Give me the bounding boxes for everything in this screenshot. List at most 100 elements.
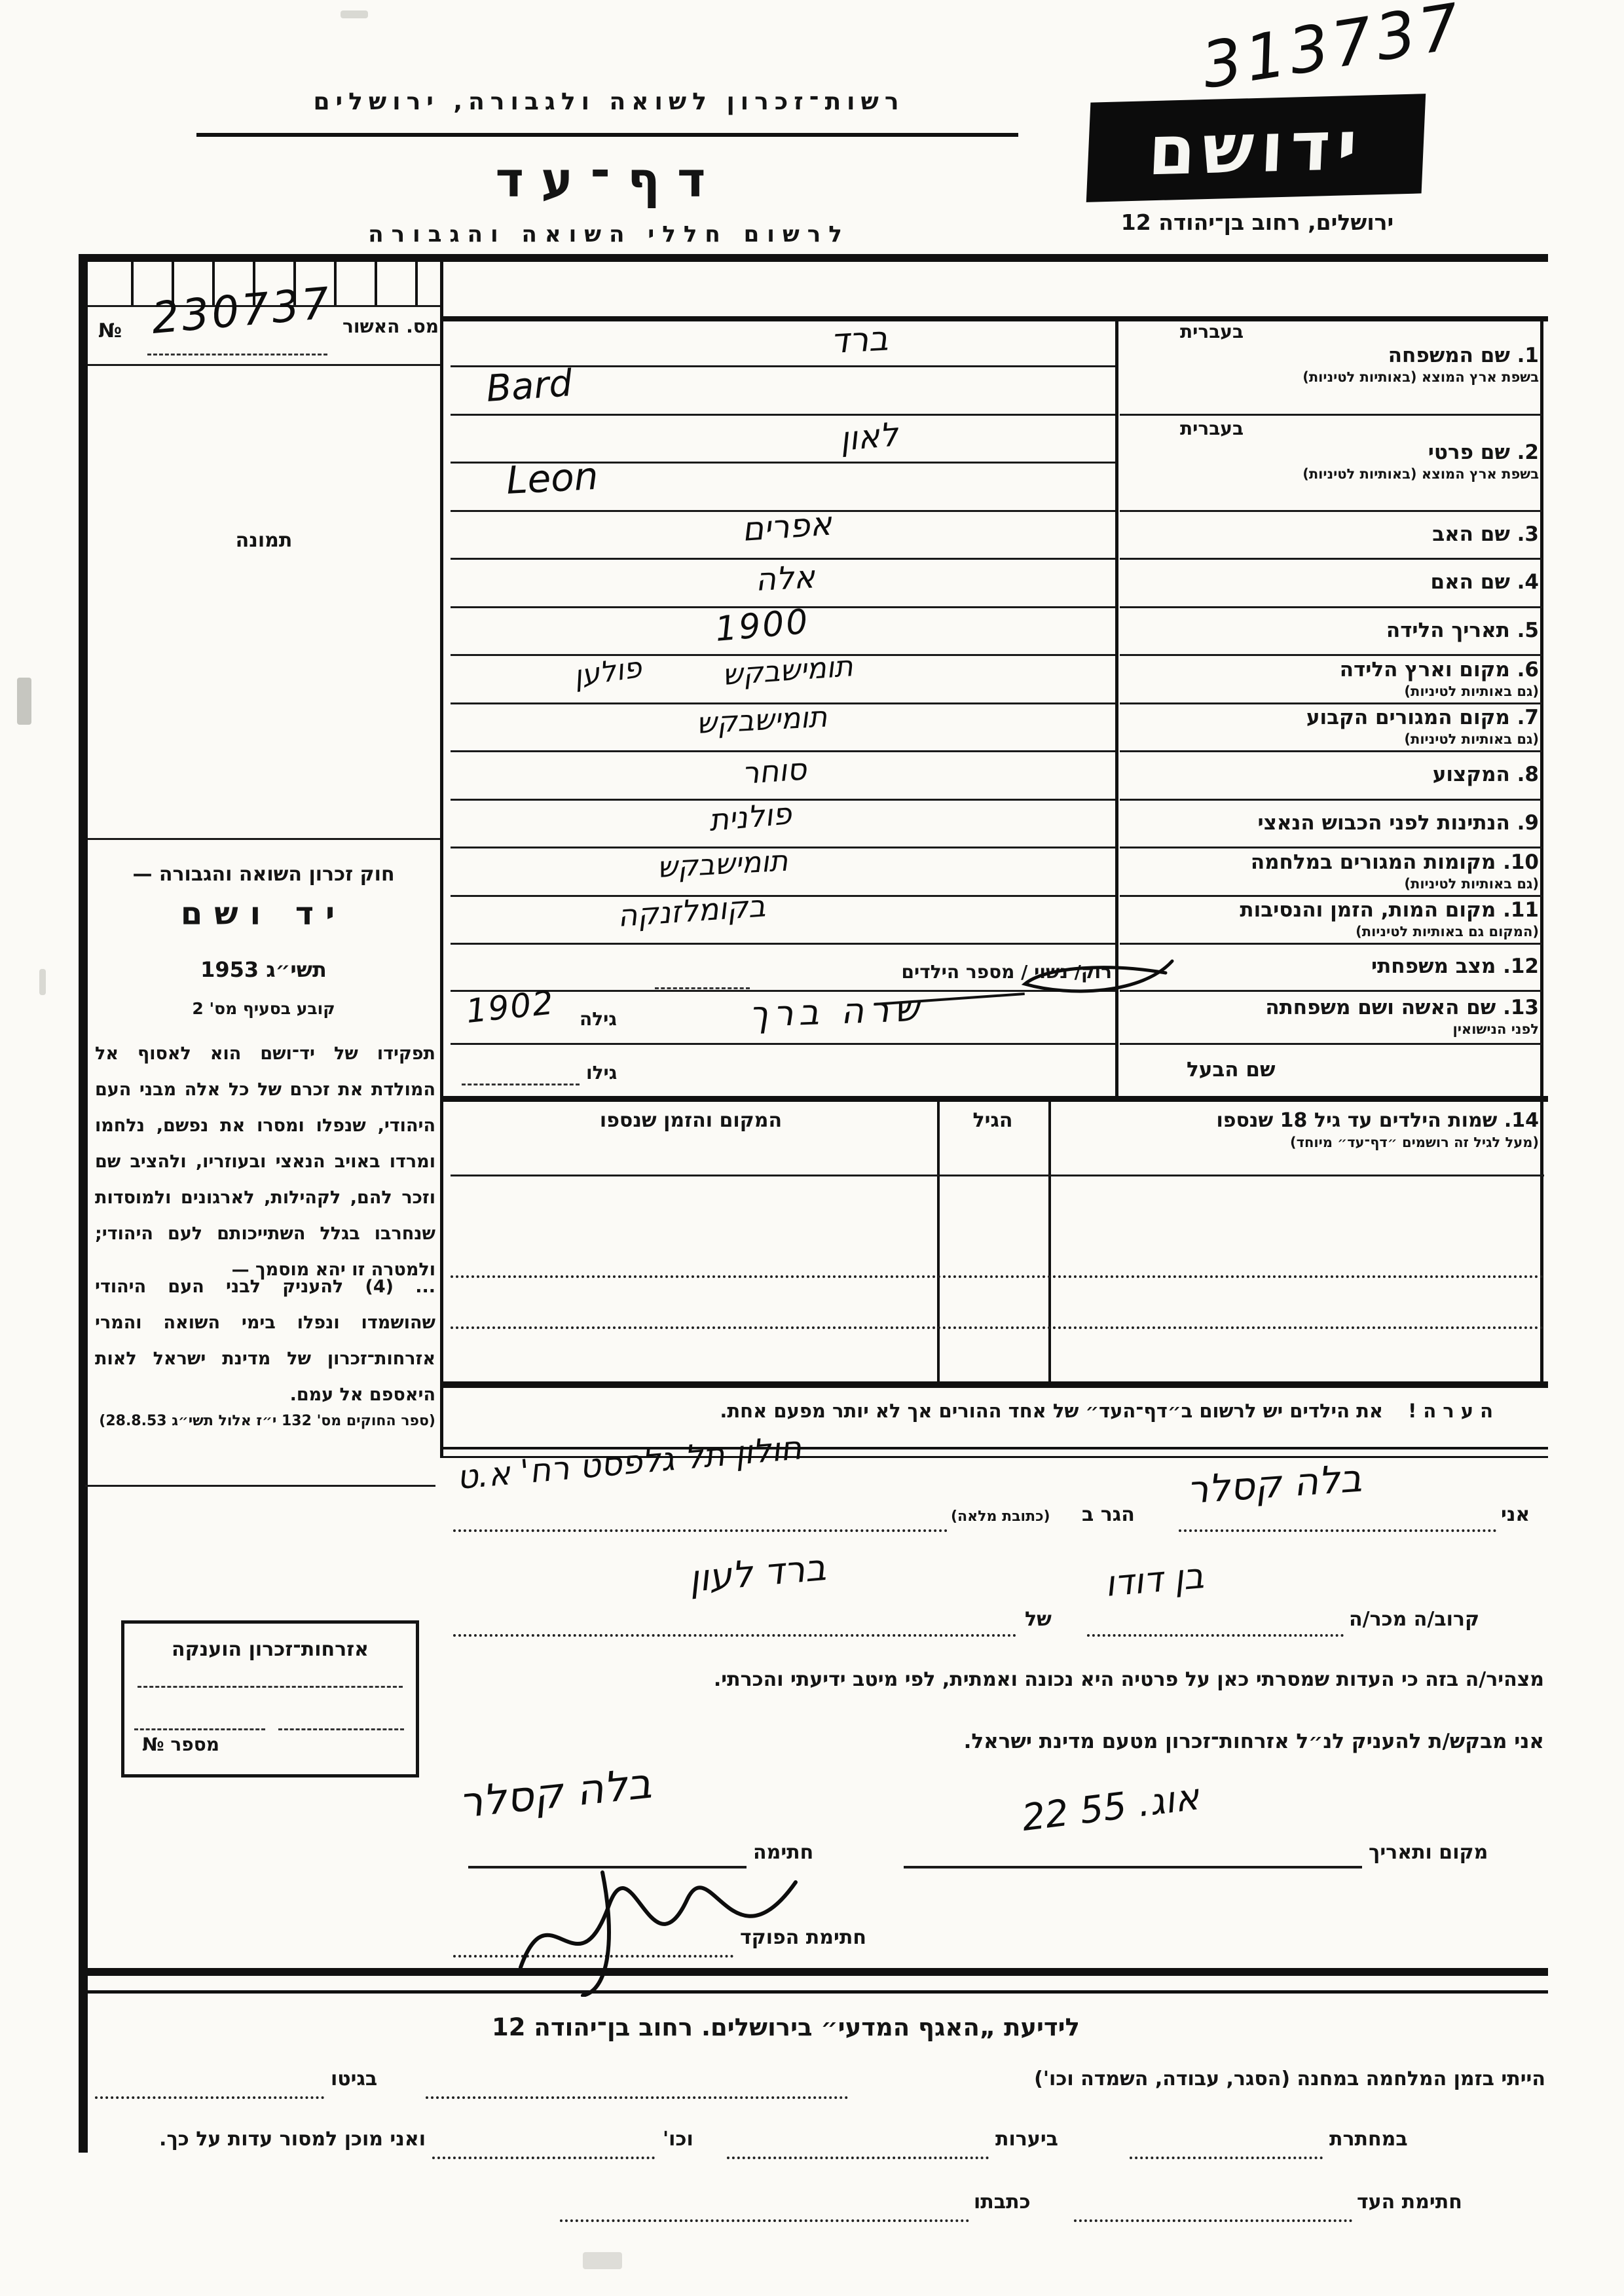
label-sep bbox=[1120, 510, 1542, 512]
entry-line-1-lat bbox=[451, 414, 1115, 416]
etc-label: וכו' bbox=[663, 2128, 693, 2151]
label-sep bbox=[1120, 799, 1542, 801]
law-year: תשי״ג 1953 bbox=[200, 957, 327, 982]
field-1-title: 1. שם המשפחה bbox=[1388, 344, 1539, 367]
field-label-2: בעברית 2. שם פרטי בשפת ארץ המוצא (באותיו… bbox=[1121, 418, 1539, 483]
husband-age-label: גילו bbox=[586, 1062, 618, 1084]
field-label-12: 12. מצב משפחתי bbox=[1121, 944, 1539, 989]
law-yad-vashem: יד ושם bbox=[180, 896, 347, 932]
entry-line-4 bbox=[451, 606, 1115, 608]
hw-surname-lat: Bard bbox=[485, 361, 574, 410]
field-label-6: 6. מקום וארץ הלידה (גם באותיות לטיניות) bbox=[1121, 655, 1539, 701]
bottom-section-rule-a bbox=[79, 1968, 1548, 1976]
entry-line-11 bbox=[451, 943, 1115, 945]
double-line-b bbox=[440, 1456, 1548, 1458]
signature-label: חתימה bbox=[753, 1841, 814, 1864]
field-5-title: 5. תאריך הלידה bbox=[1386, 618, 1539, 642]
field-label-1: בעברית 1. שם המשפחה בשפת ארץ המוצא (באות… bbox=[1121, 321, 1539, 386]
field-10-sub: (גם באותיות לטיניות) bbox=[1404, 875, 1539, 892]
field-13-sub: לפני הנישואין bbox=[1452, 1021, 1539, 1037]
bottom-title: לידיעת „האגף המדעי״ בירושלים. רחוב בן־יה… bbox=[492, 2013, 1080, 2041]
entry-line-2-heb bbox=[451, 462, 1115, 464]
entry-line-7 bbox=[451, 750, 1115, 752]
law-clause: קובע בסעיף מס' 2 bbox=[192, 999, 335, 1018]
hw-father-name: אפרים bbox=[740, 504, 833, 549]
label-sep bbox=[1120, 414, 1542, 416]
forests-blank bbox=[727, 2157, 989, 2159]
field-12-title: 12. מצב משפחתי bbox=[1371, 955, 1539, 978]
cert-row-line bbox=[88, 364, 440, 366]
law-paragraph-2: ... (4) להעניק לבני העם היהודי שהושמדו ו… bbox=[95, 1277, 436, 1405]
field-2-title: 2. שם פרטי bbox=[1428, 441, 1539, 464]
field-label-10: 10. מקומות המגורים במלחמה (גם באותיות לט… bbox=[1121, 848, 1539, 894]
relative-line bbox=[1087, 1634, 1344, 1637]
field-1-language: בעברית bbox=[1180, 321, 1244, 342]
children-row-line-1 bbox=[451, 1175, 1544, 1176]
witness-address-blank bbox=[560, 2219, 969, 2222]
entry-line-9 bbox=[451, 847, 1115, 848]
place-date-line bbox=[904, 1866, 1362, 1868]
children-table-top bbox=[440, 1096, 1548, 1102]
left-border bbox=[79, 254, 88, 2153]
clerk-signature-line bbox=[453, 1955, 733, 1958]
label-sep bbox=[1120, 943, 1542, 945]
signature-line bbox=[468, 1866, 747, 1868]
field-7-title: 7. מקום המגורים הקבוע bbox=[1306, 706, 1539, 729]
citizenship-box-title: אזרחות־זכרון הוענקה bbox=[171, 1638, 369, 1661]
label-sep bbox=[1120, 702, 1542, 704]
law-paragraph-1: תפקידו של יד־ושם הוא לאסוף אל המולדת את … bbox=[95, 1044, 435, 1280]
ghetto-blank bbox=[95, 2096, 324, 2099]
witness-address-label: כתבתו bbox=[974, 2191, 1031, 2214]
relative-label: קרוב/ה מכר/ה bbox=[1349, 1608, 1480, 1631]
scan-smudge bbox=[39, 969, 46, 995]
form-subtitle: לרשום חללי השואה והגבורה bbox=[368, 221, 850, 247]
hw-declarant-address: חולון תל גלפסט רח' א.ט bbox=[454, 1429, 803, 1497]
of-line bbox=[453, 1634, 1016, 1637]
field-14-title: 14. שמות הילדים עד גיל 18 שנספו bbox=[1216, 1109, 1539, 1132]
sidebar-separator bbox=[440, 261, 443, 1457]
ready-to-testify: ואני מוכן למסור עדות על כך. bbox=[159, 2128, 426, 2151]
field-1-sub: בשפת ארץ המוצא (באותיות לטיניות) bbox=[1302, 369, 1539, 385]
underground-blank bbox=[1130, 2157, 1323, 2159]
children-table-bottom bbox=[440, 1381, 1548, 1388]
strip-tick bbox=[253, 259, 255, 305]
entry-line-6 bbox=[451, 702, 1115, 704]
hw-of-value: ברד לעון bbox=[687, 1546, 828, 1601]
header-rule bbox=[196, 133, 1018, 137]
entry-line-10 bbox=[451, 895, 1115, 897]
hw-citizenship: פולנית bbox=[707, 795, 793, 838]
bottom-section-rule-b bbox=[79, 1990, 1548, 1994]
witness-signature-label: חתימת העד bbox=[1357, 2191, 1462, 2214]
strip-tick bbox=[172, 259, 174, 305]
label-sep bbox=[1120, 750, 1542, 752]
field-6-sub: (גם באותיות לטיניות) bbox=[1404, 683, 1539, 699]
double-line-a bbox=[440, 1447, 1548, 1449]
hw-declarant-name: בלה קסלר bbox=[1185, 1455, 1363, 1512]
field-label-9: 9. הנתינות לפני הכבוש הנאצי bbox=[1121, 800, 1539, 845]
entry-line-1-heb bbox=[451, 365, 1115, 367]
entry-line-13 bbox=[451, 1043, 1115, 1045]
strip-line bbox=[88, 305, 440, 307]
witness-signature-blank bbox=[1074, 2219, 1352, 2222]
note-label: הערה! bbox=[1408, 1400, 1500, 1422]
hw-profession: סוחר bbox=[741, 751, 808, 791]
strip-tick bbox=[334, 259, 337, 305]
hw-witness-signature: בלה קסלר bbox=[456, 1759, 654, 1828]
law-source: (ספר החוקים מס' 132 י״ז אלול תשי״ג 28.8.… bbox=[99, 1413, 435, 1429]
forests-label: ביערות bbox=[995, 2128, 1058, 2151]
field-label-11: 11. מקום המות, הזמן והנסיבות (המקום גם ב… bbox=[1121, 896, 1539, 941]
field-label-husband: שם הבעל bbox=[1121, 1044, 1539, 1095]
field-3-title: 3. שם האב bbox=[1432, 522, 1539, 546]
field-4-title: 4. שם האם bbox=[1430, 570, 1539, 594]
field-10-title: 10. מקומות המגורים במלחמה bbox=[1250, 850, 1539, 874]
strip-tick bbox=[415, 259, 418, 305]
citizenship-line-3 bbox=[278, 1728, 404, 1730]
hw-birth-date: 1900 bbox=[713, 602, 811, 649]
note-row: הערה! את הילדים יש לרשום ב״דף־העד״ של אח… bbox=[458, 1400, 1500, 1422]
field-label-4: 4. שם האם bbox=[1121, 559, 1539, 605]
citizenship-box: אזרחות־זכרון הוענקה מספר № bbox=[121, 1620, 419, 1777]
children-col-age: הגיל bbox=[972, 1109, 1013, 1132]
right-border bbox=[1540, 316, 1543, 1384]
strip-tick bbox=[293, 259, 296, 305]
